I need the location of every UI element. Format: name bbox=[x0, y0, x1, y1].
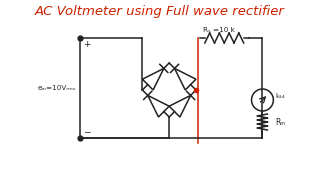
Text: Rₘ: Rₘ bbox=[275, 118, 285, 127]
Text: −: − bbox=[83, 127, 90, 136]
Text: AC Voltmeter using Full wave rectifier: AC Voltmeter using Full wave rectifier bbox=[34, 4, 284, 17]
Text: +: + bbox=[83, 39, 90, 48]
Text: eₘ=10Vᵣₘₛ: eₘ=10Vᵣₘₛ bbox=[37, 85, 76, 91]
Text: I₆ₜ₄: I₆ₜ₄ bbox=[275, 93, 285, 99]
Text: Rₛ =10 k: Rₛ =10 k bbox=[203, 27, 235, 33]
